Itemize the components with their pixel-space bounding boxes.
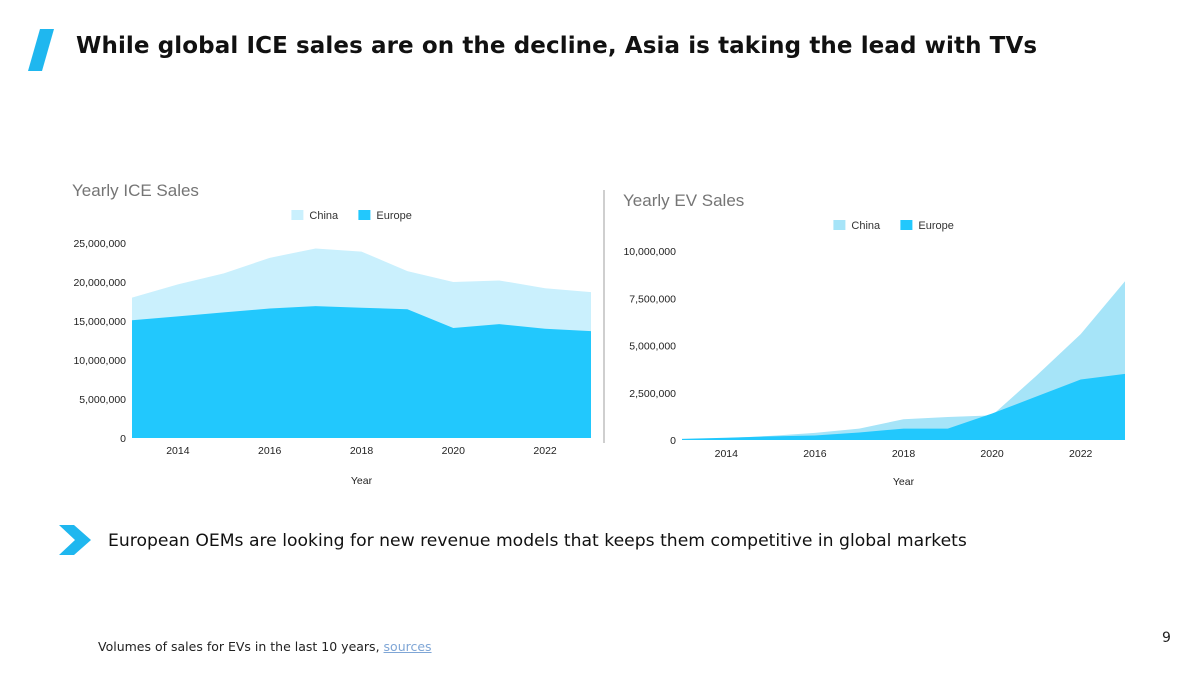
footnote: Volumes of sales for EVs in the last 10 … [98, 639, 432, 654]
ev-x-tick-label: 2020 [980, 448, 1004, 460]
ev-sales-chart: Yearly EV Sales China Europe 0 2,500,000 5,00… [623, 191, 1125, 488]
ev-x-axis-label: Year [893, 476, 915, 488]
ice-legend-swatch-europe [358, 210, 371, 220]
ice-x-tick-label: 2022 [533, 445, 557, 457]
ice-x-axis-label: Year [351, 475, 373, 487]
slash-mark-icon [28, 29, 54, 71]
ice-y-tick-label: 25,000,000 [73, 238, 126, 250]
ice-legend-label-china: China [309, 210, 339, 222]
chart-divider [603, 190, 605, 443]
ev-x-tick-label: 2022 [1069, 448, 1093, 460]
ice-y-tick-label: 0 [120, 433, 126, 445]
slide-title: While global ICE sales are on the declin… [76, 33, 1038, 59]
page-number: 9 [1162, 630, 1171, 646]
ev-legend-swatch-europe [900, 220, 913, 230]
ev-y-tick-label: 7,500,000 [629, 293, 676, 305]
ice-y-tick-label: 5,000,000 [79, 394, 126, 406]
ev-y-tick-label: 0 [670, 435, 676, 447]
ice-x-tick-label: 2018 [350, 445, 374, 457]
ice-legend-swatch-china [291, 210, 304, 220]
ev-x-tick-label: 2018 [892, 448, 916, 460]
ice-legend-label-europe: Europe [376, 210, 411, 222]
ice-chart-title: Yearly ICE Sales [72, 181, 199, 200]
ev-legend-label-china: China [851, 220, 881, 232]
ev-area-china [682, 281, 1125, 440]
ev-legend-label-europe: Europe [918, 220, 953, 232]
ice-x-tick-label: 2020 [442, 445, 466, 457]
ev-x-tick-label: 2016 [803, 448, 827, 460]
ev-y-tick-label: 10,000,000 [623, 246, 676, 258]
ice-y-tick-label: 20,000,000 [73, 277, 126, 289]
ice-area-europe [132, 306, 591, 438]
ev-x-tick-label: 2014 [715, 448, 739, 460]
ev-legend-swatch-china [833, 220, 846, 230]
chevron-right-icon [59, 525, 91, 555]
ev-chart-title: Yearly EV Sales [623, 191, 744, 210]
ice-y-tick-label: 15,000,000 [73, 316, 126, 328]
sources-link[interactable]: sources [383, 639, 432, 654]
ev-area-europe [682, 373, 1125, 440]
ev-y-tick-label: 5,000,000 [629, 341, 676, 353]
footnote-text: Volumes of sales for EVs in the last 10 … [98, 639, 384, 654]
ev-y-tick-label: 2,500,000 [629, 388, 676, 400]
ice-x-tick-label: 2014 [166, 445, 190, 457]
key-takeaway: European OEMs are looking for new revenu… [108, 531, 967, 551]
ice-y-tick-label: 10,000,000 [73, 355, 126, 367]
ice-sales-chart: Yearly ICE Sales China Europe 0 5,000,000 10,… [72, 181, 591, 487]
ice-x-tick-label: 2016 [258, 445, 282, 457]
